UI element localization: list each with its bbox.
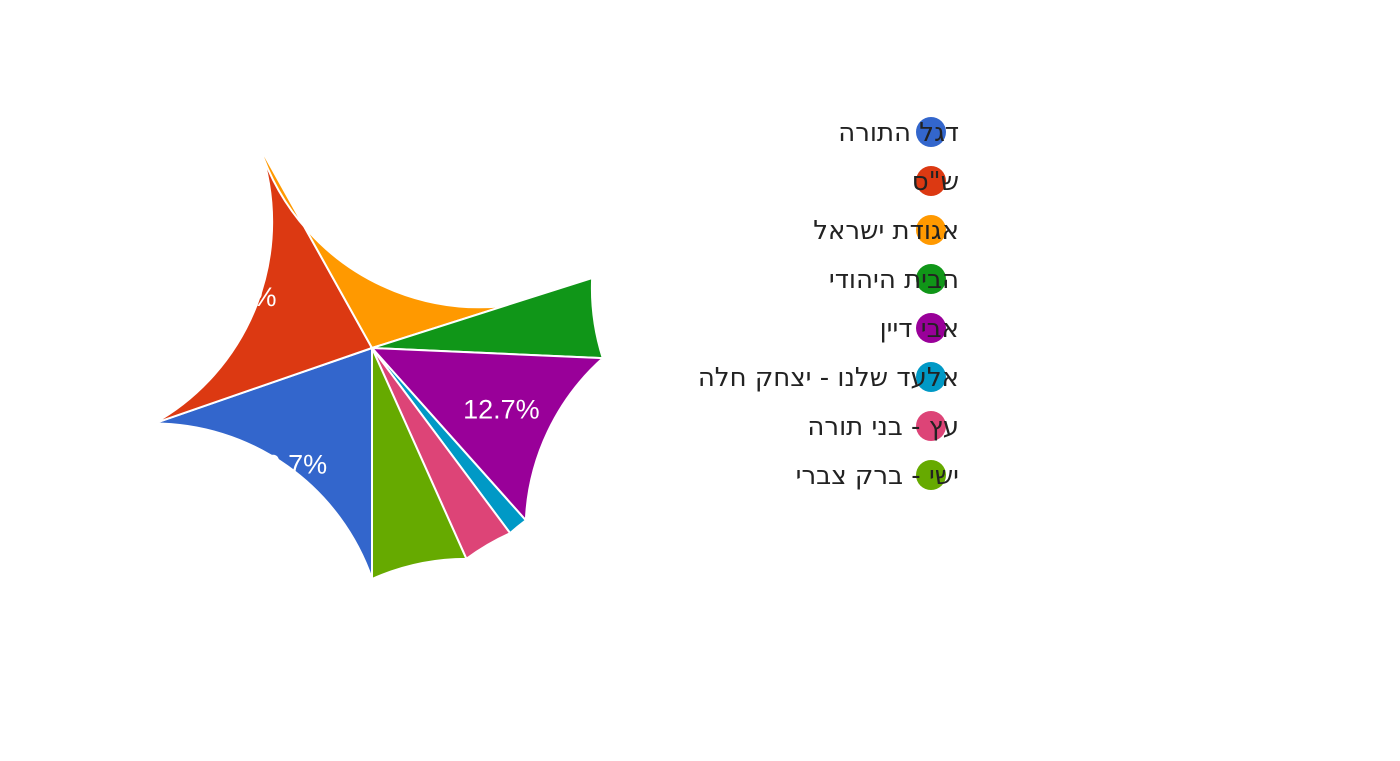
pie-slice [153, 145, 374, 425]
legend-swatch [916, 215, 946, 245]
pie-slice-labels: 19.7% 22.2% 28.2% 12.7% [200, 200, 540, 480]
legend: דגל התורה ש"ס אגודת ישראל הבית היהודי אבי די… [698, 117, 959, 491]
legend-label: ש"ס [912, 167, 959, 197]
legend-swatch [916, 117, 946, 147]
legend-label: אבי דיין [880, 314, 959, 344]
pie-slice [369, 346, 606, 523]
legend-label: ישי - ברק צברי [796, 461, 959, 491]
slice-percent-label: 22.2% [200, 282, 277, 312]
legend-swatch [916, 264, 946, 294]
slice-percent-label: 19.7% [251, 450, 328, 480]
legend-swatch [916, 166, 946, 196]
pie-slice [153, 346, 373, 580]
legend-label: אגודת ישראל [813, 216, 959, 246]
legend-label: אלעד שלנו - יצחק חלה [698, 363, 959, 393]
slice-percent-label: 12.7% [463, 394, 540, 424]
legend-swatch [916, 411, 946, 441]
pie-slices [153, 145, 606, 581]
legend-swatch [916, 460, 946, 490]
legend-label: עץ - בני תורה [807, 412, 959, 442]
legend-swatch [916, 362, 946, 392]
legend-swatch [916, 313, 946, 343]
legend-label: הבית היהודי [829, 265, 959, 295]
pie-slice [371, 347, 468, 581]
slice-percent-label: 28.2% [386, 200, 463, 230]
legend-label: דגל התורה [838, 118, 959, 148]
